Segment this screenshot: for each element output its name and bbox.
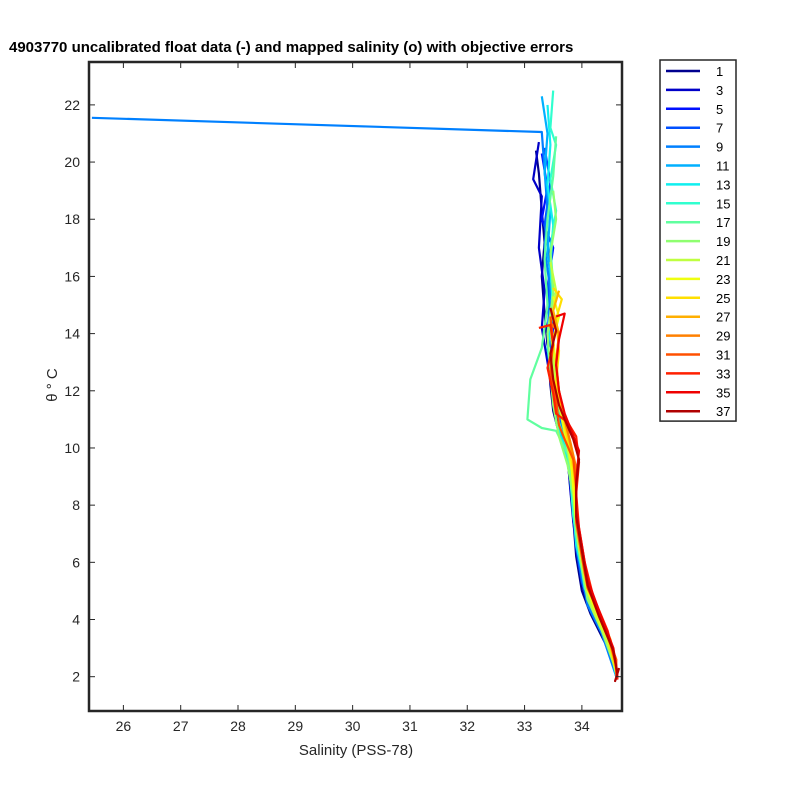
legend-label-37: 37 xyxy=(716,404,730,419)
y-axis-label: θ ° C xyxy=(44,368,61,402)
legend-label-25: 25 xyxy=(716,291,730,306)
legend-label-29: 29 xyxy=(716,329,730,344)
legend-label-13: 13 xyxy=(716,177,730,192)
y-tick-label: 12 xyxy=(64,383,80,399)
series-line-37 xyxy=(549,307,621,683)
y-tick-label: 2 xyxy=(72,669,80,685)
y-tick-label: 8 xyxy=(72,497,80,513)
legend-label-17: 17 xyxy=(716,215,730,230)
y-tick-label: 14 xyxy=(64,326,80,342)
legend-label-21: 21 xyxy=(716,253,730,268)
x-tick-label: 26 xyxy=(116,718,132,734)
legend-label-19: 19 xyxy=(716,234,730,249)
plot-area xyxy=(89,62,622,711)
chart-title: 4903770 uncalibrated float data (-) and … xyxy=(9,39,573,56)
y-tick-label: 10 xyxy=(64,440,80,456)
y-tick-label: 18 xyxy=(64,211,80,227)
legend-label-35: 35 xyxy=(716,385,730,400)
legend-label-11: 11 xyxy=(716,159,730,174)
legend-label-9: 9 xyxy=(716,140,723,155)
legend-label-15: 15 xyxy=(716,196,730,211)
series-line-35 xyxy=(554,312,619,677)
x-tick-label: 33 xyxy=(517,718,533,734)
y-tick-label: 16 xyxy=(64,268,80,284)
y-axis: 2 4 6 8 10 12 14 16 18 20 22 xyxy=(64,97,622,685)
y-tick-label: 6 xyxy=(72,554,80,570)
plot-frame xyxy=(87,60,624,713)
legend-label-31: 31 xyxy=(716,348,730,363)
x-tick-label: 30 xyxy=(345,718,361,734)
legend-label-5: 5 xyxy=(716,102,723,117)
x-tick-label: 27 xyxy=(173,718,189,734)
legend-label-7: 7 xyxy=(716,121,723,136)
y-tick-label: 20 xyxy=(64,154,80,170)
x-tick-label: 28 xyxy=(230,718,246,734)
x-tick-label: 32 xyxy=(459,718,475,734)
legend-label-33: 33 xyxy=(716,366,730,381)
x-tick-label: 34 xyxy=(574,718,590,734)
y-tick-label: 4 xyxy=(72,612,80,628)
x-tick-label: 29 xyxy=(288,718,304,734)
series-layer xyxy=(91,90,621,683)
legend-label-3: 3 xyxy=(716,83,723,98)
legend-label-23: 23 xyxy=(716,272,730,287)
y-tick-label: 22 xyxy=(64,97,80,113)
x-axis-label: Salinity (PSS-78) xyxy=(299,742,413,759)
x-axis: 26 27 28 29 30 31 32 33 34 xyxy=(116,62,590,734)
legend-label-27: 27 xyxy=(716,310,730,325)
legend-label-1: 1 xyxy=(716,64,723,79)
x-tick-label: 31 xyxy=(402,718,418,734)
